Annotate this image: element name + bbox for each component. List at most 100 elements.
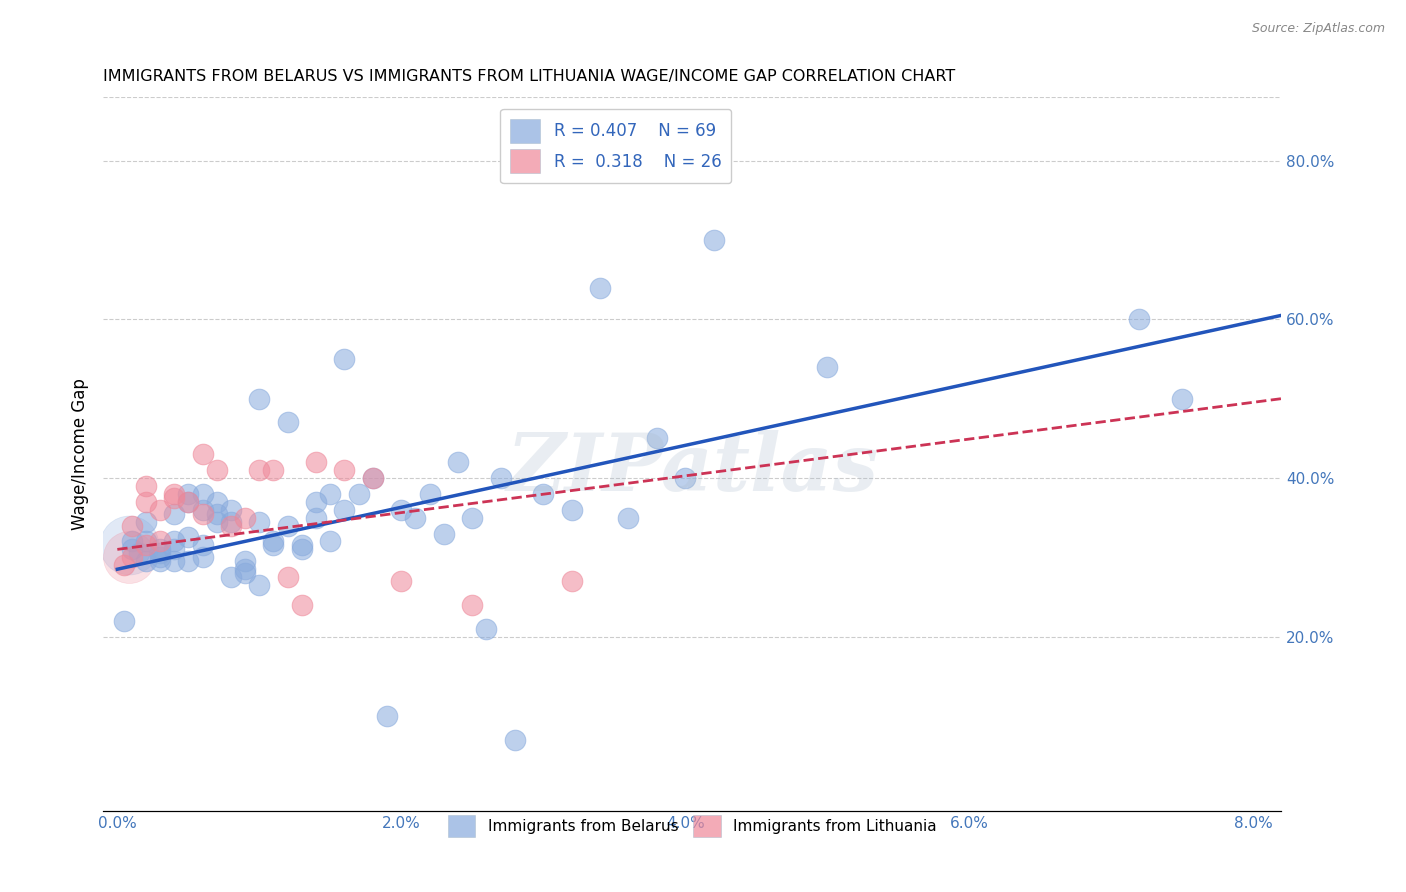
Point: [347, 487, 370, 501]
Point: [291, 598, 314, 612]
Point: [333, 351, 356, 366]
Point: [177, 487, 200, 501]
Point: [489, 471, 512, 485]
Point: [503, 732, 526, 747]
Point: [291, 542, 314, 557]
Point: [128, 546, 150, 560]
Point: [703, 233, 725, 247]
Point: [135, 534, 157, 549]
Text: Source: ZipAtlas.com: Source: ZipAtlas.com: [1251, 22, 1385, 36]
Point: [1128, 312, 1150, 326]
Point: [433, 526, 456, 541]
Point: [149, 502, 172, 516]
Point: [233, 554, 256, 568]
Point: [177, 554, 200, 568]
Point: [233, 562, 256, 576]
Point: [219, 518, 242, 533]
Point: [149, 554, 172, 568]
Point: [305, 495, 328, 509]
Point: [247, 515, 270, 529]
Point: [361, 471, 384, 485]
Point: [815, 359, 838, 374]
Y-axis label: Wage/Income Gap: Wage/Income Gap: [72, 378, 89, 530]
Point: [375, 709, 398, 723]
Point: [149, 534, 172, 549]
Point: [135, 495, 157, 509]
Point: [475, 622, 498, 636]
Point: [361, 471, 384, 485]
Point: [233, 510, 256, 524]
Point: [461, 598, 484, 612]
Point: [1171, 392, 1194, 406]
Point: [205, 463, 228, 477]
Point: [263, 463, 285, 477]
Point: [177, 495, 200, 509]
Point: [112, 558, 135, 573]
Point: [163, 534, 186, 549]
Point: [291, 538, 314, 552]
Point: [163, 554, 186, 568]
Point: [163, 507, 186, 521]
Point: [404, 510, 426, 524]
Point: [191, 447, 214, 461]
Point: [121, 550, 143, 565]
Point: [135, 479, 157, 493]
Point: [673, 471, 696, 485]
Point: [263, 534, 285, 549]
Point: [531, 487, 554, 501]
Point: [118, 538, 141, 552]
Point: [191, 507, 214, 521]
Point: [617, 510, 640, 524]
Point: [645, 431, 668, 445]
Point: [149, 546, 172, 560]
Point: [205, 515, 228, 529]
Point: [135, 538, 157, 552]
Point: [163, 542, 186, 557]
Point: [135, 515, 157, 529]
Point: [163, 491, 186, 505]
Point: [389, 574, 412, 588]
Point: [219, 570, 242, 584]
Point: [191, 550, 214, 565]
Point: [561, 574, 583, 588]
Point: [191, 487, 214, 501]
Point: [121, 534, 143, 549]
Text: IMMIGRANTS FROM BELARUS VS IMMIGRANTS FROM LITHUANIA WAGE/INCOME GAP CORRELATION: IMMIGRANTS FROM BELARUS VS IMMIGRANTS FR…: [103, 69, 956, 84]
Point: [177, 495, 200, 509]
Text: ZIPatlas: ZIPatlas: [506, 430, 879, 508]
Point: [263, 538, 285, 552]
Point: [121, 518, 143, 533]
Point: [118, 550, 141, 565]
Point: [121, 542, 143, 557]
Point: [389, 502, 412, 516]
Point: [419, 487, 441, 501]
Point: [319, 487, 342, 501]
Point: [135, 554, 157, 568]
Point: [177, 531, 200, 545]
Point: [319, 534, 342, 549]
Point: [305, 510, 328, 524]
Point: [333, 502, 356, 516]
Point: [247, 578, 270, 592]
Point: [277, 416, 299, 430]
Point: [561, 502, 583, 516]
Point: [461, 510, 484, 524]
Point: [233, 566, 256, 581]
Point: [277, 570, 299, 584]
Point: [149, 542, 172, 557]
Point: [219, 502, 242, 516]
Point: [191, 502, 214, 516]
Point: [149, 550, 172, 565]
Legend: Immigrants from Belarus, Immigrants from Lithuania: Immigrants from Belarus, Immigrants from…: [441, 809, 943, 843]
Point: [305, 455, 328, 469]
Point: [205, 495, 228, 509]
Point: [163, 487, 186, 501]
Point: [112, 614, 135, 628]
Point: [247, 392, 270, 406]
Point: [447, 455, 470, 469]
Point: [333, 463, 356, 477]
Point: [277, 518, 299, 533]
Point: [219, 515, 242, 529]
Point: [589, 280, 612, 294]
Point: [205, 507, 228, 521]
